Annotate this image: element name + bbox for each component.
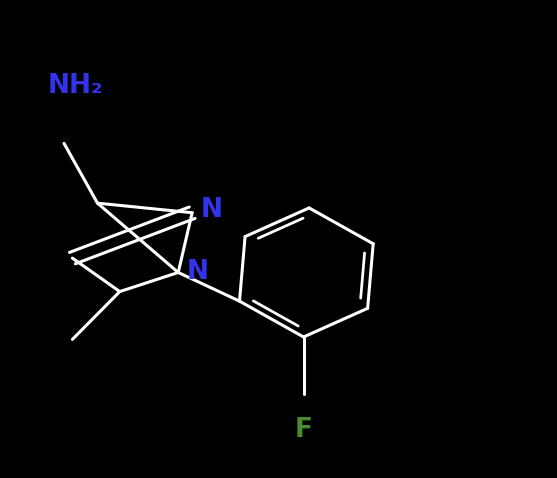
Text: N: N: [201, 197, 222, 223]
Text: NH₂: NH₂: [47, 73, 103, 99]
Text: N: N: [187, 260, 208, 285]
Text: F: F: [295, 417, 312, 443]
